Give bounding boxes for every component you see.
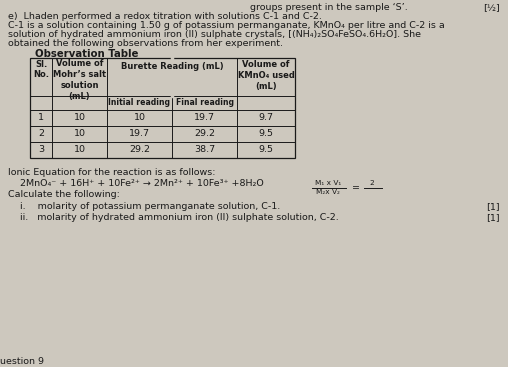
Text: Observation Table: Observation Table [35,49,138,59]
Text: e)  Lhaden performed a redox titration with solutions C-1 and C-2.: e) Lhaden performed a redox titration wi… [8,12,322,21]
Text: 19.7: 19.7 [129,130,150,138]
Text: Burette Reading (mL): Burette Reading (mL) [121,62,224,71]
Text: M₂x V₂: M₂x V₂ [316,189,340,195]
Text: 38.7: 38.7 [194,145,215,155]
Text: 9.5: 9.5 [259,130,273,138]
Text: uestion 9: uestion 9 [0,357,44,366]
Text: 19.7: 19.7 [194,113,215,123]
Text: ii.   molarity of hydrated ammonium iron (II) sulphate solution, C-2.: ii. molarity of hydrated ammonium iron (… [20,213,339,222]
Text: solution of hydrated ammonium iron (II) sulphate crystals, [(NH₄)₂SO₄FeSO₄.6H₂O]: solution of hydrated ammonium iron (II) … [8,30,421,39]
Text: 2: 2 [370,180,374,186]
Text: Volume of
KMnO₄ used
(mL): Volume of KMnO₄ used (mL) [238,60,295,91]
Text: 10: 10 [74,113,85,123]
Text: =: = [352,184,360,193]
Text: groups present in the sample ‘S’.: groups present in the sample ‘S’. [250,3,408,12]
Bar [30,58,295,158]
Text: 29.2: 29.2 [129,145,150,155]
Text: obtained the following observations from her experiment.: obtained the following observations from… [8,39,283,48]
Text: Sl.
No.: Sl. No. [33,60,49,79]
Text: 9.5: 9.5 [259,145,273,155]
Text: 3: 3 [38,145,44,155]
Text: Calculate the following:: Calculate the following: [8,190,120,199]
Text: 1: 1 [38,113,44,123]
Text: 9.7: 9.7 [259,113,273,123]
Text: Ionic Equation for the reaction is as follows:: Ionic Equation for the reaction is as fo… [8,168,215,177]
Text: 10: 10 [74,145,85,155]
Text: Initial reading: Initial reading [109,98,171,107]
Text: Final reading: Final reading [175,98,234,107]
Text: [1]: [1] [486,202,500,211]
Text: 10: 10 [134,113,145,123]
Text: 29.2: 29.2 [194,130,215,138]
Text: M₁ x V₁: M₁ x V₁ [315,180,341,186]
Text: C-1 is a solution containing 1.50 g of potassium permanganate, KMnO₄ per litre a: C-1 is a solution containing 1.50 g of p… [8,21,444,30]
Text: 10: 10 [74,130,85,138]
Text: i.    molarity of potassium permanganate solution, C-1.: i. molarity of potassium permanganate so… [20,202,280,211]
Text: 2MnO₄⁻ + 16H⁺ + 10Fe²⁺ → 2Mn²⁺ + 10Fe³⁺ +8H₂O: 2MnO₄⁻ + 16H⁺ + 10Fe²⁺ → 2Mn²⁺ + 10Fe³⁺ … [8,179,264,188]
Text: [½]: [½] [483,3,500,12]
Text: [1]: [1] [486,213,500,222]
Text: 2: 2 [38,130,44,138]
Text: Volume of
Mohr’s salt
solution
(mL): Volume of Mohr’s salt solution (mL) [53,59,106,101]
